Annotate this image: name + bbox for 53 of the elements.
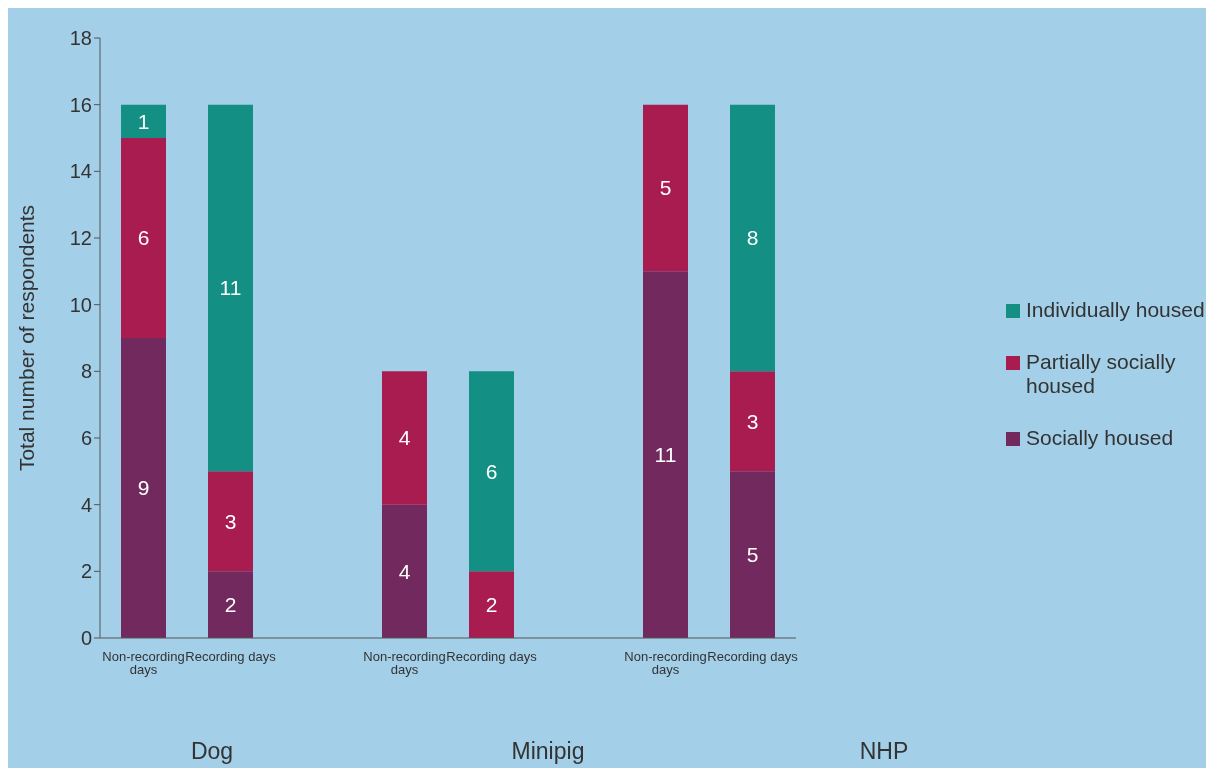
bar [730,471,775,638]
y-tick-label: 6 [80,427,92,450]
y-tick-label: 8 [80,360,92,383]
bar [208,104,253,472]
y-tick-label: 14 [69,160,92,183]
data-label: 8 [746,226,759,250]
bar [121,338,166,638]
y-tick-label: 0 [80,627,92,650]
y-tick-label: 2 [80,560,92,583]
bar [469,571,514,638]
y-tick-label: 18 [69,27,92,50]
bar [643,104,688,272]
bar [382,504,427,638]
text: NHP [858,738,910,765]
bar [382,371,427,505]
x-tick-label: Non-recording days [363,649,446,678]
y-tick-label: 16 [69,93,92,116]
text: Minipig [510,738,586,765]
legend-label: Partially socially housed [1026,350,1177,398]
data-label: 3 [746,409,759,433]
x-tick-label: Non-recording days [102,649,185,678]
data-label: 9 [137,476,150,500]
y-tick-label: 10 [69,293,92,316]
data-label: 5 [659,176,672,200]
y-tick-label: 4 [80,493,92,516]
legend-label: Individually housed [1026,298,1205,322]
bar [208,471,253,572]
text: Dog [189,738,235,765]
y-axis-title: Total number of respondents [15,204,39,472]
legend-label: Socially housed [1026,426,1174,450]
bar [121,138,166,338]
bar [121,104,166,138]
data-label: 1 [137,109,150,133]
data-label: 4 [398,559,411,583]
bar [469,371,514,572]
x-tick-label: Recording days [707,649,799,665]
x-tick-label: Recording days [446,649,538,665]
data-label: 11 [654,443,677,467]
bar [208,571,253,638]
y-tick-label: 12 [69,227,92,250]
bar [730,371,775,472]
data-label: 2 [485,593,498,617]
data-label: 5 [746,543,759,567]
bar [730,104,775,372]
data-label: 6 [137,226,150,250]
data-label: 6 [485,459,498,483]
x-tick-label: Non-recording days [624,649,707,678]
data-label: 11 [219,276,242,300]
data-label: 4 [398,426,411,450]
bar [643,271,688,638]
data-label: 2 [224,593,237,617]
x-tick-label: Recording days [185,649,277,665]
data-label: 3 [224,509,237,533]
